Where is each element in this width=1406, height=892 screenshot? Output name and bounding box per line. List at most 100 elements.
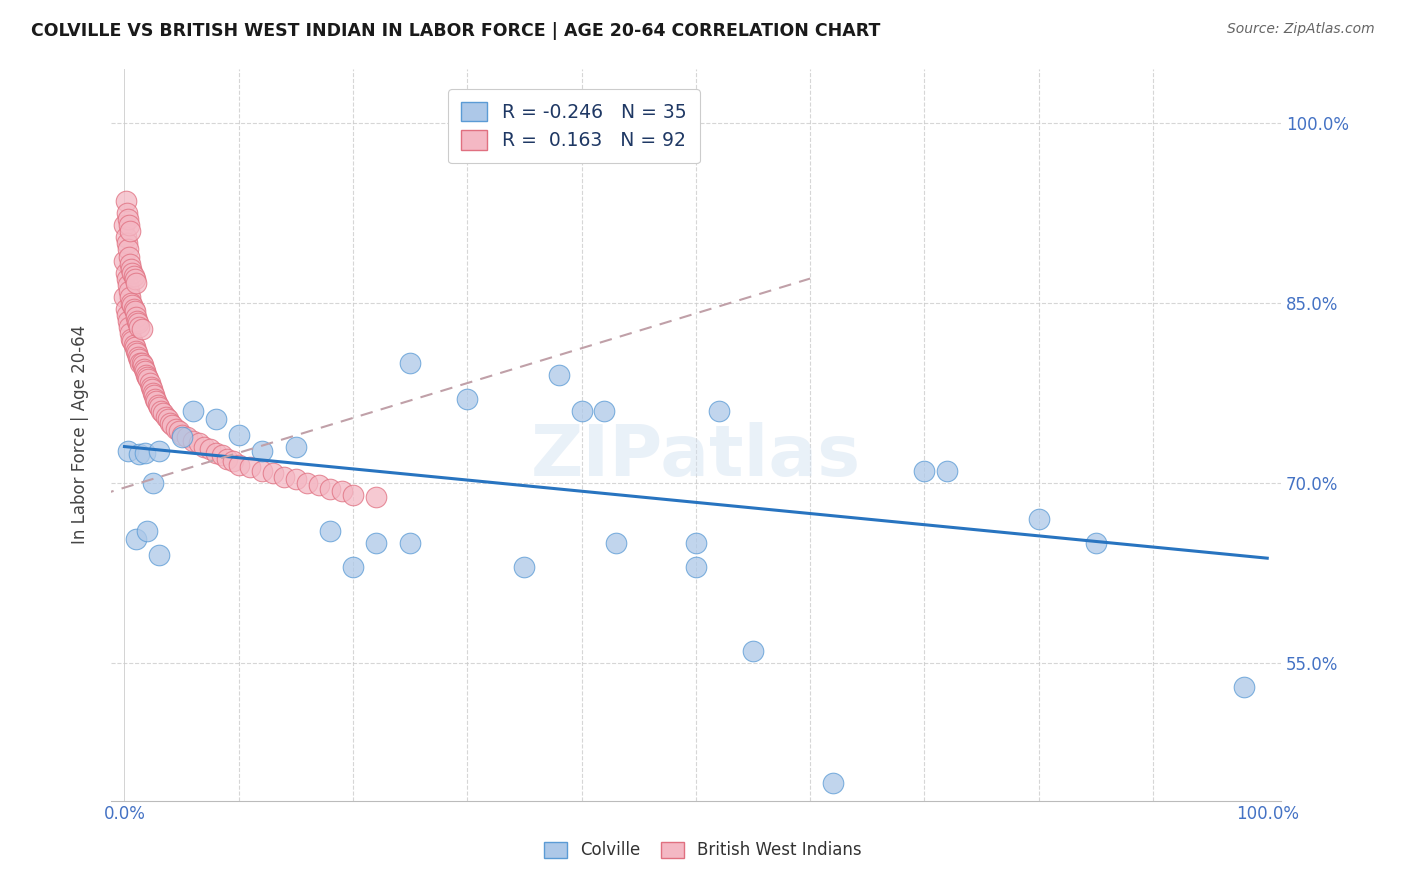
Point <box>284 440 307 454</box>
Point <box>211 448 233 462</box>
Point <box>124 304 146 318</box>
Point <box>124 271 146 285</box>
Point <box>131 322 153 336</box>
Point <box>129 355 152 369</box>
Text: Source: ZipAtlas.com: Source: ZipAtlas.com <box>1227 22 1375 37</box>
Point <box>342 559 364 574</box>
Point <box>176 430 198 444</box>
Point <box>205 412 228 426</box>
Point <box>118 250 141 264</box>
Point <box>297 475 319 490</box>
Point <box>685 535 707 549</box>
Point <box>124 340 146 354</box>
Point <box>127 350 149 364</box>
Point <box>162 417 184 432</box>
Point <box>742 643 765 657</box>
Point <box>114 218 136 232</box>
Point <box>181 434 204 448</box>
Point <box>136 524 159 538</box>
Point <box>141 382 163 396</box>
Point <box>170 427 193 442</box>
Point <box>139 379 162 393</box>
Point <box>138 372 160 386</box>
Point <box>136 370 159 384</box>
Point <box>117 444 139 458</box>
Point <box>152 406 174 420</box>
Point <box>115 205 138 219</box>
Point <box>399 355 422 369</box>
Point <box>547 368 569 382</box>
Point <box>571 403 593 417</box>
Point <box>142 385 165 400</box>
Point <box>319 524 342 538</box>
Point <box>125 277 148 291</box>
Point <box>120 223 142 237</box>
Point <box>1084 535 1107 549</box>
Point <box>132 358 155 372</box>
Point <box>198 442 221 456</box>
Point <box>128 447 150 461</box>
Text: COLVILLE VS BRITISH WEST INDIAN IN LABOR FORCE | AGE 20-64 CORRELATION CHART: COLVILLE VS BRITISH WEST INDIAN IN LABOR… <box>31 22 880 40</box>
Point <box>120 262 142 277</box>
Point <box>121 298 143 312</box>
Point <box>122 269 145 284</box>
Point <box>1233 680 1256 694</box>
Point <box>262 466 284 480</box>
Point <box>128 351 150 366</box>
Point <box>399 535 422 549</box>
Point <box>132 361 155 376</box>
Point <box>181 403 204 417</box>
Point <box>134 445 156 459</box>
Point <box>217 451 239 466</box>
Point <box>142 475 165 490</box>
Point <box>118 284 141 298</box>
Point <box>273 469 295 483</box>
Point <box>114 266 136 280</box>
Point <box>120 332 142 346</box>
Point <box>121 266 143 280</box>
Point <box>155 409 177 424</box>
Point <box>513 559 536 574</box>
Point <box>912 464 935 478</box>
Point <box>239 460 262 475</box>
Point <box>117 242 139 256</box>
Point <box>115 271 138 285</box>
Legend: R = -0.246   N = 35, R =  0.163   N = 92: R = -0.246 N = 35, R = 0.163 N = 92 <box>447 89 700 163</box>
Point <box>121 334 143 348</box>
Legend: Colville, British West Indians: Colville, British West Indians <box>536 833 870 868</box>
Point <box>821 775 844 789</box>
Point <box>169 424 191 438</box>
Point <box>118 218 141 232</box>
Point <box>187 436 209 450</box>
Point <box>120 257 142 271</box>
Point <box>308 478 330 492</box>
Point <box>250 464 273 478</box>
Point <box>114 301 136 316</box>
Point <box>125 343 148 358</box>
Point <box>125 532 148 546</box>
Point <box>115 235 138 250</box>
Point <box>205 445 228 459</box>
Point <box>143 392 166 406</box>
Point <box>122 337 145 351</box>
Point <box>114 253 136 268</box>
Point <box>120 295 142 310</box>
Point <box>159 416 181 430</box>
Point <box>128 319 150 334</box>
Point <box>127 316 149 330</box>
Point <box>193 440 215 454</box>
Point <box>228 427 250 442</box>
Point <box>114 194 136 208</box>
Text: ZIPatlas: ZIPatlas <box>531 422 860 491</box>
Point <box>134 364 156 378</box>
Point <box>364 535 387 549</box>
Point <box>222 454 245 468</box>
Point <box>125 346 148 360</box>
Point <box>143 388 166 402</box>
Point <box>593 403 616 417</box>
Point <box>146 398 169 412</box>
Point <box>148 548 170 562</box>
Point <box>148 444 170 458</box>
Point <box>145 394 167 409</box>
Point <box>148 400 170 414</box>
